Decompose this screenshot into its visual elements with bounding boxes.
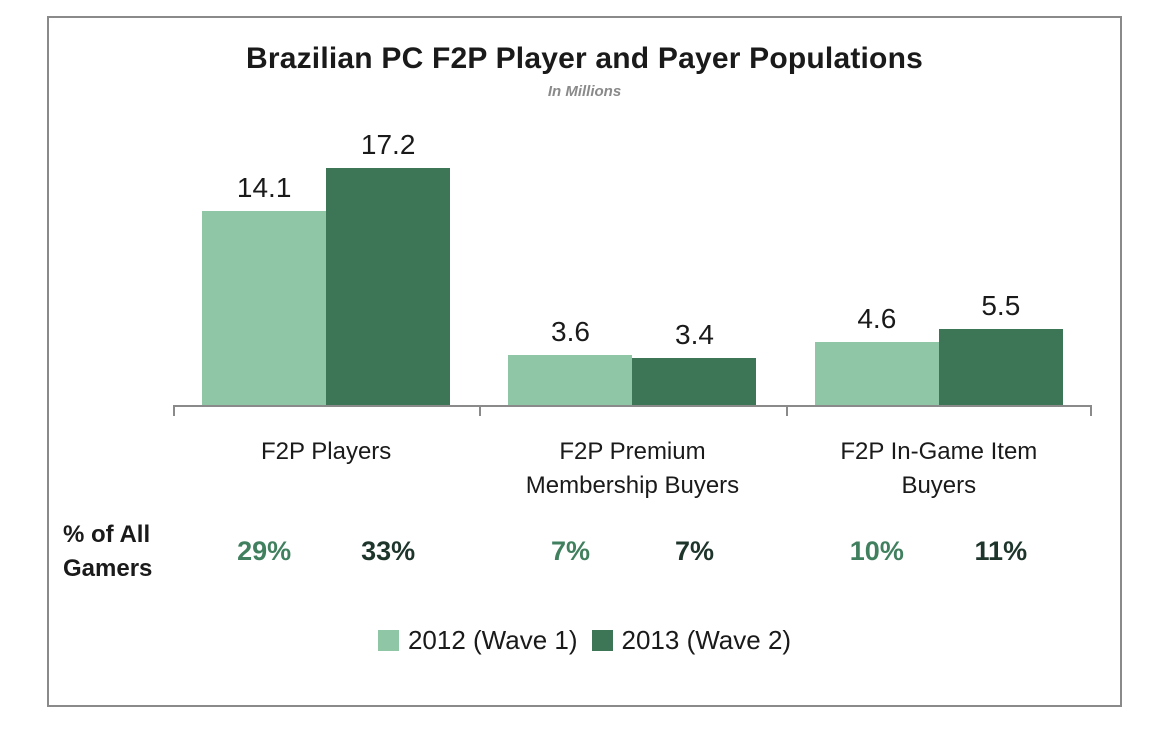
percent-group-f2p-players: 29% 33% <box>173 533 479 569</box>
bar-cell-2013-wave-2-f2p-in-game-item-buyers: 5.5 <box>938 120 1063 405</box>
category-axis-labels: F2P Players F2P Premium Membership Buyers… <box>173 435 1092 503</box>
percent-row: 29% 33% 7% 7% 10% 11% <box>173 533 1092 569</box>
bar-group-f2p-players: 14.1 17.2 <box>173 120 479 405</box>
percent-group-f2p-premium-membership-buyers: 7% 7% <box>479 533 785 569</box>
category-cell: F2P Premium Membership Buyers <box>479 435 785 503</box>
axis-tick-mark <box>479 407 482 416</box>
percent-value-2012-wave-1-f2p-premium-membership-buyers: 7% <box>550 536 590 566</box>
x-axis-line <box>173 405 1092 416</box>
category-label-f2p-premium-membership-buyers: F2P Premium Membership Buyers <box>525 438 740 499</box>
percent-value-2012-wave-1-f2p-players: 29% <box>237 536 292 566</box>
bar-cell-2013-wave-2-f2p-premium-membership-buyers: 3.4 <box>632 120 757 405</box>
pct-of-all-gamers-line1: % of All <box>63 521 151 548</box>
bar-value-label: 3.6 <box>551 316 590 347</box>
bar-value-label: 3.4 <box>675 319 714 350</box>
bar-2013-wave-2-f2p-players <box>326 168 451 405</box>
percent-group-f2p-in-game-item-buyers: 10% 11% <box>786 533 1092 569</box>
legend-item-2013: 2013 (Wave 2) <box>591 625 792 656</box>
bar-value-label: 5.5 <box>981 290 1021 321</box>
legend-label-2013: 2013 (Wave 2) <box>621 625 792 655</box>
bar-value-label: 14.1 <box>236 172 292 203</box>
bar-2012-wave-1-f2p-players <box>202 211 327 405</box>
pct-of-all-gamers-label: % of All Gamers <box>63 518 203 586</box>
bars-row: 14.1 17.2 3.6 3.4 4.6 5.5 <box>173 120 1092 405</box>
chart-subtitle: In Millions <box>547 83 622 100</box>
legend-swatch-2013-icon <box>591 630 613 651</box>
bar-2012-wave-1-f2p-in-game-item-buyers <box>814 342 939 405</box>
bar-2013-wave-2-f2p-premium-membership-buyers <box>632 358 757 405</box>
category-label-f2p-players: F2P Players <box>261 438 392 465</box>
legend-swatch-2012-icon <box>377 630 399 651</box>
bar-cell-2012-wave-1-f2p-in-game-item-buyers: 4.6 <box>814 120 939 405</box>
percent-value-2013-wave-2-f2p-players: 33% <box>361 536 416 566</box>
bar-value-label: 17.2 <box>360 129 416 160</box>
chart-frame: Brazilian PC F2P Player and Payer Popula… <box>47 16 1122 707</box>
chart-title: Brazilian PC F2P Player and Payer Popula… <box>245 42 923 75</box>
category-cell: F2P Players <box>173 435 479 503</box>
bar-cell-2012-wave-1-f2p-premium-membership-buyers: 3.6 <box>508 120 633 405</box>
percent-value-2013-wave-2-f2p-premium-membership-buyers: 7% <box>674 536 714 566</box>
bar-2013-wave-2-f2p-in-game-item-buyers <box>938 329 1063 405</box>
axis-tick-mark <box>173 407 175 416</box>
category-cell: F2P In-Game Item Buyers <box>786 435 1092 503</box>
bar-group-f2p-in-game-item-buyers: 4.6 5.5 <box>786 120 1092 405</box>
percent-value-2012-wave-1-f2p-in-game-item-buyers: 10% <box>849 536 904 566</box>
bar-2012-wave-1-f2p-premium-membership-buyers <box>508 355 633 405</box>
bar-group-f2p-premium-membership-buyers: 3.6 3.4 <box>479 120 785 405</box>
bar-value-label: 4.6 <box>857 303 897 334</box>
axis-tick-mark <box>1090 407 1092 416</box>
bar-cell-2012-wave-1-f2p-players: 14.1 <box>202 120 327 405</box>
percent-value-2013-wave-2-f2p-in-game-item-buyers: 11% <box>974 536 1028 566</box>
axis-tick-mark <box>785 407 788 416</box>
category-label-f2p-in-game-item-buyers: F2P In-Game Item Buyers <box>840 438 1038 499</box>
legend-item-2012: 2012 (Wave 1) <box>377 625 578 656</box>
bar-cell-2013-wave-2-f2p-players: 17.2 <box>326 120 451 405</box>
legend: 2012 (Wave 1) 2013 (Wave 2) <box>49 625 1120 656</box>
pct-of-all-gamers-line2: Gamers <box>63 555 153 582</box>
plot-area: 14.1 17.2 3.6 3.4 4.6 5.5 F2P Players F2P Prem… <box>173 120 1092 569</box>
legend-label-2012: 2012 (Wave 1) <box>407 625 578 655</box>
